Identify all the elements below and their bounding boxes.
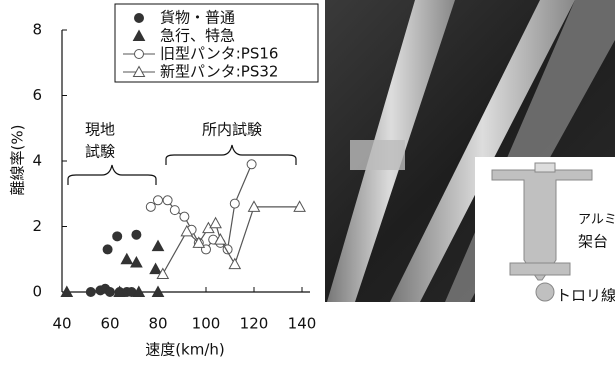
legend-label: 新型パンタ:PS32 — [160, 63, 278, 81]
point — [230, 199, 239, 208]
point — [150, 264, 161, 274]
point — [210, 218, 221, 228]
annotation: 現地 — [85, 121, 115, 139]
x-tick-label: 100 — [192, 315, 221, 333]
photo: アルミ 架台 トロリ線 — [325, 0, 615, 305]
point — [180, 212, 189, 221]
x-tick-label: 80 — [148, 315, 167, 333]
y-tick-label: 0 — [32, 283, 42, 301]
point — [103, 245, 112, 254]
x-axis-label: 速度(km/h) — [145, 341, 225, 359]
point — [121, 254, 132, 264]
legend-label: 旧型パンタ:PS16 — [160, 45, 278, 63]
legend-marker — [135, 50, 144, 59]
photo-label: トロリ線 — [556, 287, 615, 305]
photo-label: 架台 — [578, 233, 608, 251]
x-tick-label: 120 — [240, 315, 269, 333]
annotation: 試験 — [85, 143, 115, 161]
point — [170, 206, 179, 215]
point — [153, 241, 164, 251]
point — [154, 196, 163, 205]
point — [163, 196, 172, 205]
annotation: 所内試験 — [202, 121, 262, 139]
y-tick-label: 6 — [32, 86, 42, 104]
x-tick-label: 140 — [288, 315, 317, 333]
point — [131, 257, 142, 267]
point — [113, 232, 122, 241]
x-tick-label: 60 — [100, 315, 119, 333]
legend-label: 貨物・普通 — [160, 9, 235, 27]
point — [247, 160, 256, 169]
y-tick-label: 2 — [32, 217, 42, 235]
x-tick-label: 40 — [52, 315, 71, 333]
point — [146, 202, 155, 211]
point — [86, 288, 95, 297]
point — [229, 259, 240, 269]
y-tick-label: 8 — [32, 21, 42, 39]
legend-marker — [135, 14, 144, 23]
figure: アルミ 架台 トロリ線 現地 試験 所内試験 速度(km/h) 離線率(%) 0… — [0, 0, 615, 361]
point — [106, 288, 115, 297]
point — [132, 230, 141, 239]
photo-label: アルミ — [578, 213, 615, 228]
legend-label: 急行、特急 — [160, 27, 235, 45]
y-axis-label: 離線率(%) — [9, 125, 27, 196]
y-tick-label: 4 — [32, 152, 42, 170]
